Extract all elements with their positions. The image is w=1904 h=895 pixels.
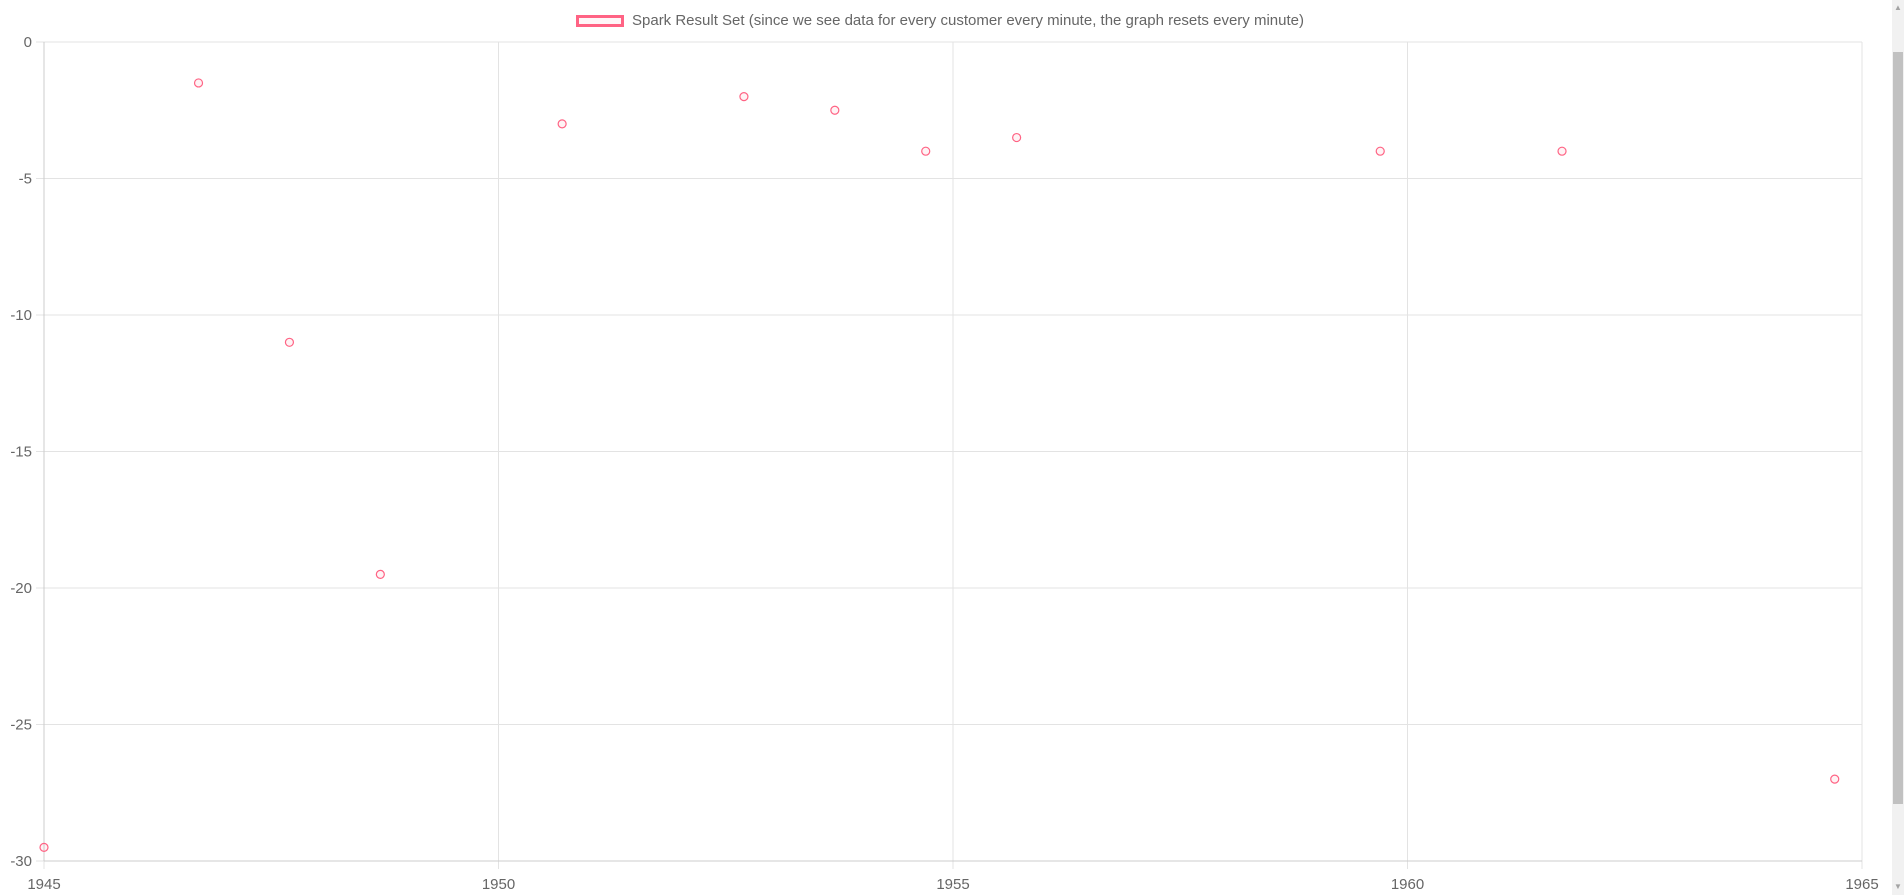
x-tick-label: 1965 [1845,876,1878,893]
legend[interactable]: Spark Result Set (since we see data for … [576,12,1304,29]
y-tick-label: -15 [10,444,32,461]
y-tick-label: -30 [10,853,32,870]
y-tick-label: 0 [24,34,32,51]
data-point[interactable] [921,146,931,156]
legend-label[interactable]: Spark Result Set (since we see data for … [632,12,1304,29]
data-point[interactable] [830,105,840,115]
data-point[interactable] [1012,132,1022,143]
y-tick-label: -25 [10,717,32,734]
x-tick-label: 1955 [936,876,969,893]
data-point[interactable] [739,91,749,102]
y-tick-label: -5 [19,171,32,188]
data-point[interactable] [1557,146,1567,156]
data-point[interactable] [1375,146,1385,156]
legend-swatch[interactable] [576,14,624,27]
x-tick-label: 1960 [1391,876,1424,893]
data-point[interactable] [193,78,204,88]
data-point[interactable] [39,842,49,852]
y-tick-label: -20 [10,580,32,597]
scroll-up-icon[interactable]: ▲ [1894,3,1902,12]
x-tick-label: 1950 [482,876,515,893]
data-point[interactable] [557,119,567,129]
data-point[interactable] [1830,774,1840,784]
y-tick-label: -10 [10,307,32,324]
data-point[interactable] [375,569,385,579]
x-tick-label: 1945 [27,876,60,893]
data-point[interactable] [284,337,295,347]
vertical-scrollbar[interactable]: ▲ ▼ [1892,0,1904,895]
scrollbar-thumb[interactable] [1893,52,1903,804]
scroll-down-icon[interactable]: ▼ [1894,882,1902,891]
